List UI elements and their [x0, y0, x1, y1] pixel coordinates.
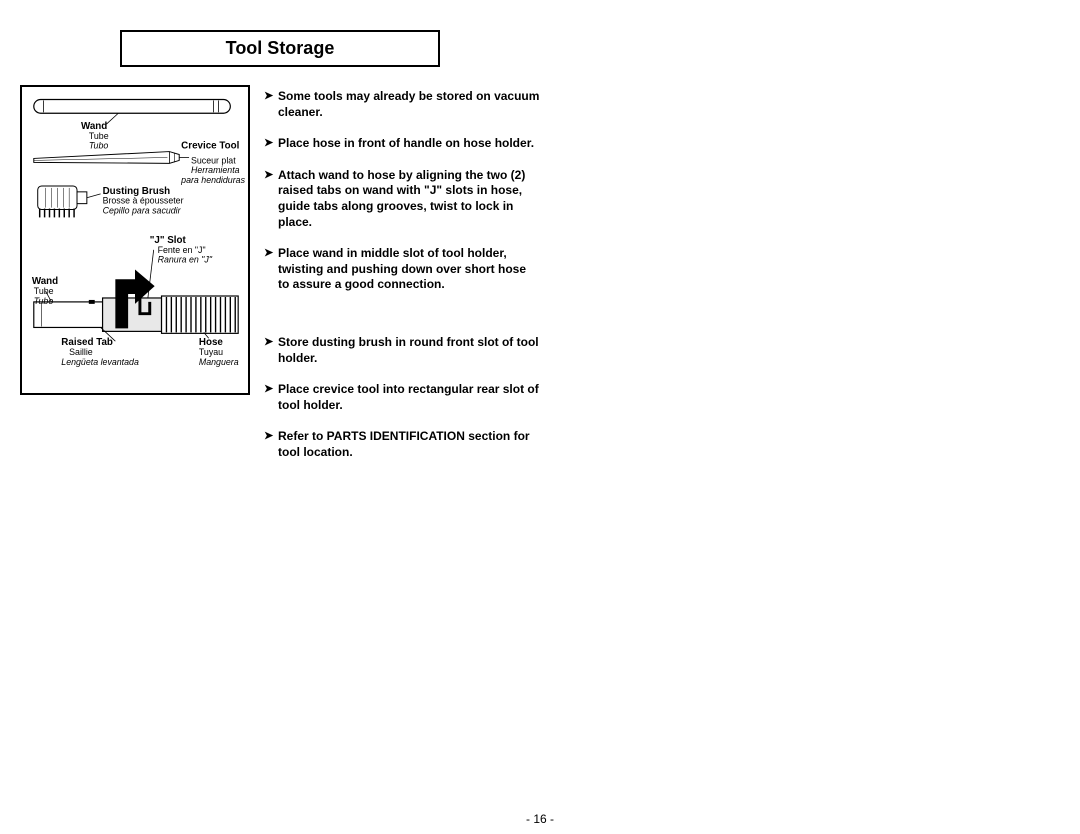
instruction-text: Place hose in front of handle on hose ho…	[278, 136, 540, 152]
hose-label-fr: Tuyau	[199, 347, 223, 357]
section-title-box: Tool Storage	[120, 30, 440, 67]
content-area: Wand Tube Tubo Crevice Tool Suceur plat …	[20, 85, 540, 477]
crevice-tool-label-es2: para hendiduras	[180, 175, 245, 185]
instruction-item: ➤ Place wand in middle slot of tool hold…	[264, 246, 540, 293]
instruction-text: Some tools may already be stored on vacu…	[278, 89, 540, 120]
raised-tab-label-es: Lengüeta levantada	[61, 357, 139, 367]
crevice-tool-icon	[34, 152, 179, 164]
bullet-arrow-icon: ➤	[264, 382, 278, 413]
instruction-text: Place crevice tool into rectangular rear…	[278, 382, 540, 413]
bullet-arrow-icon: ➤	[264, 168, 278, 230]
tool-diagram: Wand Tube Tubo Crevice Tool Suceur plat …	[22, 87, 248, 393]
crevice-tool-label-fr: Suceur plat	[191, 155, 236, 165]
j-slot-label-fr: Fente en "J"	[158, 245, 206, 255]
instruction-item: ➤ Refer to PARTS IDENTIFICATION section …	[264, 429, 540, 460]
instruction-item: ➤ Attach wand to hose by aligning the tw…	[264, 168, 540, 230]
hose-label-es: Manguera	[199, 357, 239, 367]
instruction-text: Store dusting brush in round front slot …	[278, 335, 540, 366]
bullet-arrow-icon: ➤	[264, 136, 278, 152]
crevice-tool-label-es1: Herramienta	[191, 165, 240, 175]
wand-left-label-es: Tubo	[34, 296, 54, 306]
instruction-item: ➤ Place crevice tool into rectangular re…	[264, 382, 540, 413]
dusting-brush-label-fr: Brosse à épousseter	[103, 196, 184, 206]
wand-left-label-fr: Tube	[34, 286, 54, 296]
bullet-arrow-icon: ➤	[264, 89, 278, 120]
crevice-tool-label-en: Crevice Tool	[181, 141, 239, 152]
instruction-text: Place wand in middle slot of tool holder…	[278, 246, 540, 293]
bullet-arrow-icon: ➤	[264, 429, 278, 460]
wand-top-label-fr: Tube	[89, 131, 109, 141]
instruction-text: Refer to PARTS IDENTIFICATION section fo…	[278, 429, 540, 460]
instruction-text: Attach wand to hose by aligning the two …	[278, 168, 540, 230]
page-number: - 16 -	[0, 812, 1080, 826]
wand-top-label-es: Tubo	[89, 141, 109, 151]
instruction-item: ➤ Place hose in front of handle on hose …	[264, 136, 540, 152]
instruction-item: ➤ Some tools may already be stored on va…	[264, 89, 540, 120]
instructions-list: ➤ Some tools may already be stored on va…	[264, 85, 540, 477]
dusting-brush-label-es: Cepillo para sacudir	[103, 205, 182, 215]
raised-tab-label-fr: Saillie	[69, 347, 93, 357]
dusting-brush-icon	[38, 186, 87, 217]
instruction-item: ➤ Store dusting brush in round front slo…	[264, 335, 540, 366]
bullet-arrow-icon: ➤	[264, 246, 278, 293]
section-title: Tool Storage	[122, 38, 438, 59]
wand-top-icon	[34, 99, 231, 113]
bullet-arrow-icon: ➤	[264, 335, 278, 366]
diagram-box: Wand Tube Tubo Crevice Tool Suceur plat …	[20, 85, 250, 395]
j-slot-label-es: Ranura en "J"	[158, 255, 213, 265]
